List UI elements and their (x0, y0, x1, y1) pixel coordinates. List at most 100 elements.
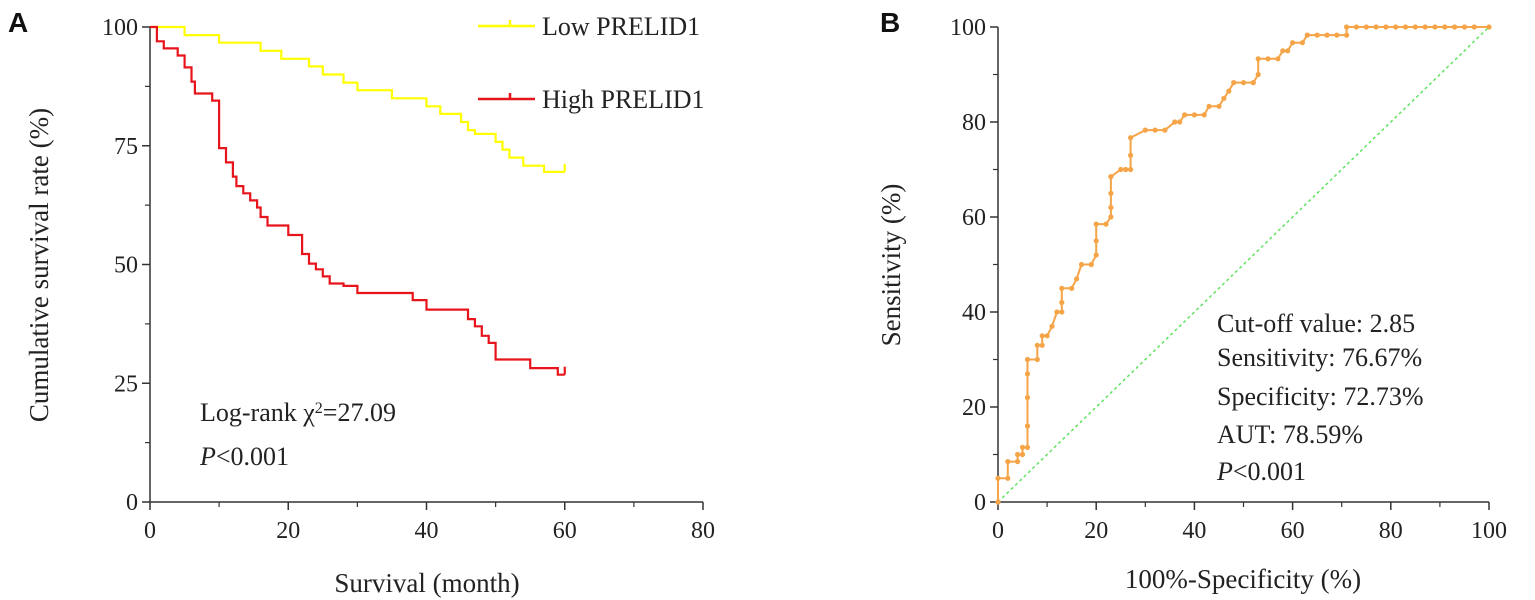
panel-b-x-tick-label: 80 (1379, 518, 1403, 544)
roc-point (1123, 166, 1129, 173)
roc-point (1024, 356, 1031, 363)
roc-point (1128, 152, 1134, 158)
roc-point (1128, 166, 1134, 173)
panel-b-y-title: Sensitivity (%) (876, 184, 906, 347)
roc-point (1128, 135, 1134, 141)
roc-point (1240, 80, 1247, 86)
roc-point (1432, 24, 1438, 30)
panel-a-y-tick-label: 0 (126, 490, 138, 516)
roc-point (1182, 112, 1188, 118)
roc-point (1088, 261, 1094, 268)
panel-b-specificity: Specificity: 72.73% (1217, 382, 1424, 411)
roc-point (1108, 204, 1114, 211)
panel-b-x-tick-label: 60 (1281, 518, 1305, 544)
roc-point (1108, 174, 1114, 180)
roc-point (1280, 48, 1286, 54)
roc-point (1402, 24, 1409, 30)
roc-point (1353, 24, 1359, 30)
roc-point (1152, 127, 1158, 133)
panel-b-sensitivity: Sensitivity: 76.67% (1217, 343, 1422, 372)
panel-a-logrank: Log-rank χ2=27.09 (200, 398, 396, 427)
roc-point (995, 499, 1001, 505)
km-curve-low (150, 25, 565, 173)
roc-point (1093, 238, 1099, 244)
panel-b-y-tick-label: 0 (974, 490, 986, 516)
roc-point (995, 475, 1001, 481)
legend-label-low: Low PRELID1 (542, 12, 700, 41)
roc-point (1383, 24, 1389, 30)
panel-a-y-title: Cumulative survival rate (%) (24, 108, 54, 422)
panel-b-letter: B (880, 7, 900, 38)
roc-point (1461, 24, 1468, 30)
roc-point (1304, 32, 1310, 38)
roc-point (1093, 221, 1099, 227)
roc-point (1172, 119, 1178, 125)
panel-a-x-tick-label: 40 (415, 518, 439, 544)
roc-point (1344, 24, 1350, 30)
roc-point (1177, 119, 1183, 125)
roc-point (1005, 475, 1011, 481)
panel-b-y-tick-label: 40 (962, 300, 986, 326)
roc-point (1118, 166, 1124, 173)
roc-point (1275, 56, 1281, 62)
roc-point (1024, 394, 1031, 401)
logrank-superscript: 2 (315, 400, 323, 417)
roc-point (1108, 190, 1114, 196)
roc-point (1039, 342, 1045, 348)
panel-b-series (995, 24, 1492, 505)
panel-a-y-tick-label: 100 (102, 15, 138, 41)
roc-point (1334, 32, 1340, 38)
roc-point (1024, 444, 1031, 450)
panel-a-letter: A (8, 7, 28, 38)
roc-point (1265, 56, 1271, 62)
panel-b-axes: 0 20 40 60 80 100 0 20 40 60 80 100 (950, 15, 1507, 544)
roc-point (1231, 80, 1237, 86)
roc-point (1442, 24, 1448, 30)
roc-point (1074, 276, 1080, 282)
panel-b-x-tick-label: 20 (1084, 518, 1108, 544)
roc-point (1069, 285, 1075, 291)
roc-point (1034, 356, 1040, 363)
roc-point (1019, 451, 1026, 458)
roc-point (1059, 285, 1065, 291)
roc-point (1201, 112, 1207, 118)
panel-a: A 0 20 40 60 80 0 25 50 75 100 Survival (month) C… (8, 7, 715, 598)
roc-point (1314, 32, 1320, 38)
roc-point (1059, 299, 1065, 306)
roc-point (1412, 24, 1418, 30)
roc-point (1191, 112, 1197, 118)
roc-point (1285, 48, 1291, 54)
panel-b-y-tick-label: 20 (962, 395, 986, 421)
roc-point (1250, 80, 1256, 86)
roc-point (1216, 103, 1222, 109)
roc-point (1093, 252, 1099, 258)
panel-a-axes: 0 20 40 60 80 0 25 50 75 100 (102, 15, 715, 544)
roc-point (1255, 56, 1261, 62)
roc-point (1471, 24, 1477, 30)
roc-point (1015, 451, 1021, 458)
panel-a-legend: Low PRELID1 High PRELID1 (478, 12, 705, 114)
panel-a-x-tick-label: 0 (144, 518, 156, 544)
roc-point (1142, 127, 1148, 133)
roc-point (1078, 261, 1085, 268)
roc-point (1005, 459, 1011, 465)
panel-b-pvalue: P<0.001 (1216, 457, 1306, 486)
panel-a-series (150, 25, 566, 376)
roc-point (1344, 32, 1350, 38)
logrank-text: Log-rank χ (200, 398, 315, 427)
roc-point (1054, 309, 1060, 315)
p-rest: <0.001 (216, 442, 289, 471)
roc-point (1049, 323, 1055, 329)
panel-a-x-tick-label: 80 (691, 518, 715, 544)
legend-label-high: High PRELID1 (542, 85, 705, 114)
p-italic-b: P (1216, 457, 1233, 486)
roc-point (1452, 24, 1458, 30)
panel-b-x-tick-label: 100 (1471, 518, 1507, 544)
roc-point (1324, 32, 1330, 38)
roc-point (1108, 214, 1114, 220)
roc-point (1226, 88, 1232, 94)
panel-b-x-tick-label: 40 (1182, 518, 1206, 544)
panel-b-aut: AUT: 78.59% (1217, 420, 1363, 449)
roc-point (1044, 333, 1050, 339)
